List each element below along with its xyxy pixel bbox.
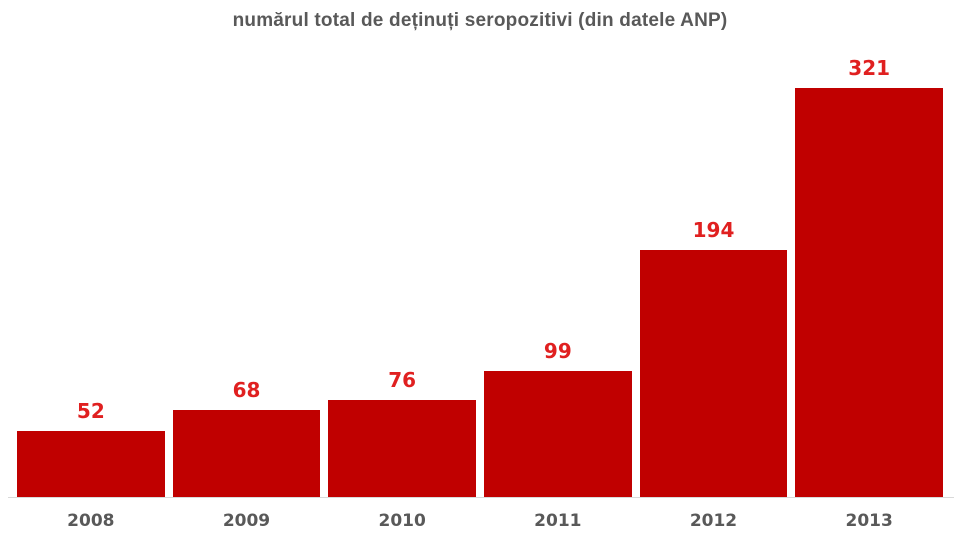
bar-2013 (795, 88, 943, 497)
bar-value-label-2009: 68 (232, 378, 261, 403)
bar-value-label-2013: 321 (848, 56, 891, 80)
bar-value-label-2011: 99 (543, 338, 572, 363)
x-axis-tick-label-2009: 2009 (222, 511, 271, 531)
x-axis-tick-label-2012: 2012 (689, 511, 738, 531)
bar-2012 (639, 249, 788, 497)
x-axis-tick-label-2008: 2008 (67, 511, 115, 531)
x-axis-tick-label-2011: 2011 (534, 511, 582, 531)
bar-value-label-2008: 52 (76, 398, 105, 423)
chart-title: numărul total de deținuți seropozitivi (… (232, 10, 728, 31)
bar-2008 (17, 430, 165, 497)
x-axis-baseline (8, 497, 954, 498)
x-axis-tick-label-2010: 2010 (378, 511, 426, 531)
bar-2010 (328, 400, 476, 497)
bar-2011 (484, 370, 632, 497)
bar-2009 (172, 410, 321, 497)
bar-value-label-2010: 76 (388, 368, 417, 393)
bar-value-label-2012: 194 (692, 217, 735, 242)
x-axis-tick-label-2013: 2013 (845, 511, 893, 531)
